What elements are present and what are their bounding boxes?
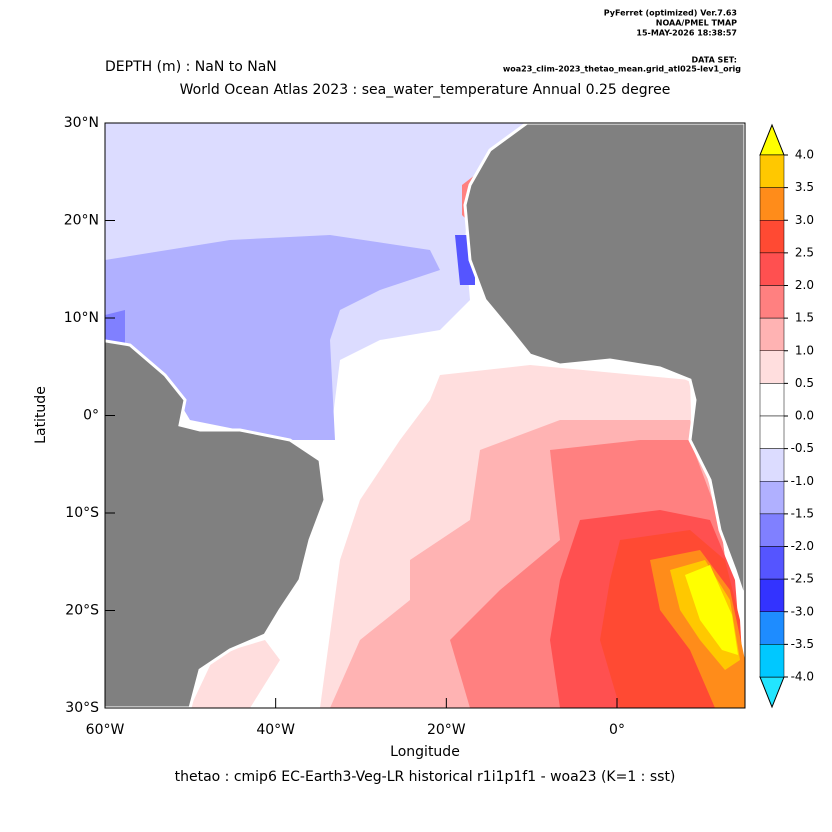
colorbar-segment [759, 383, 785, 417]
field-region [685, 565, 738, 655]
colorbar-under [759, 676, 785, 709]
depth-label: DEPTH (m) : NaN to NaN [105, 59, 277, 75]
header-line: NOAA/PMEL TMAP [656, 19, 737, 28]
colorbar-segment [759, 252, 785, 286]
dataset: woa23_clim-2023_thetao_mean.grid_atl025-… [503, 65, 741, 74]
x-tick-label: 60°W [86, 722, 125, 738]
colorbar-segment [759, 154, 785, 188]
dataset-label: DATA SET: [692, 56, 737, 65]
colorbar-segment [759, 513, 785, 547]
chart-title: World Ocean Atlas 2023 : sea_water_tempe… [180, 82, 671, 98]
colorbar-over [759, 123, 785, 156]
colorbar-label: 4.0 [795, 148, 814, 162]
header-line: PyFerret (optimized) Ver.7.63 [604, 9, 737, 18]
colorbar-segment [759, 187, 785, 221]
colorbar-label: 2.0 [795, 278, 814, 292]
x-tick-label: 0° [609, 722, 625, 738]
colorbar-label: 3.0 [795, 213, 814, 227]
header-line: 15-MAY-2026 18:38:57 [636, 29, 737, 38]
land-africa [463, 123, 745, 601]
colorbar-segment [759, 317, 785, 351]
y-axis-label: Latitude [33, 386, 49, 444]
colorbar-label: -3.0 [791, 604, 814, 618]
x-axis-label: Longitude [390, 744, 460, 760]
y-tick-label: 0° [83, 408, 99, 424]
y-tick-label: 10°S [65, 505, 99, 521]
colorbar-label: -2.5 [791, 572, 814, 586]
y-tick-label: 10°N [64, 310, 99, 326]
field-region [105, 235, 440, 440]
colorbar-segment [759, 415, 785, 449]
x-tick-label: 20°W [427, 722, 466, 738]
land-south-america [105, 339, 327, 708]
field-region [190, 640, 280, 708]
colorbar-label: 2.5 [795, 245, 814, 259]
y-tick-label: 30°N [64, 115, 99, 131]
colorbar-label: 1.5 [795, 311, 814, 325]
colorbar-segment [759, 350, 785, 384]
colorbar-label: -1.5 [791, 506, 814, 520]
colorbar-label: 0.0 [795, 409, 814, 423]
colorbar-segment [759, 546, 785, 580]
colorbar-segment [759, 611, 785, 645]
colorbar: 4.0 3.5 3.0 2.5 2.0 1.5 1.0 0.5 0.0 -0.5 -1.0 -1.5 -… [759, 123, 814, 709]
colorbar-segment [759, 578, 785, 612]
x-tick-label: 40°W [256, 722, 295, 738]
colorbar-segment [759, 644, 785, 678]
colorbar-segment [759, 448, 785, 482]
colorbar-label: -3.5 [791, 637, 814, 651]
y-tick-label: 30°S [65, 700, 99, 716]
colorbar-label: 1.0 [795, 343, 814, 357]
colorbar-label: -1.0 [791, 474, 814, 488]
colorbar-label: -2.0 [791, 539, 814, 553]
field-region [105, 310, 125, 345]
footer: thetao : cmip6 EC-Earth3-Veg-LR historic… [175, 769, 676, 785]
colorbar-segment [759, 285, 785, 319]
colorbar-label: 0.5 [795, 376, 814, 390]
colorbar-segment [759, 220, 785, 254]
colorbar-label: -0.5 [791, 441, 814, 455]
y-tick-label: 20°N [64, 213, 99, 229]
colorbar-segment [759, 481, 785, 515]
field [105, 123, 745, 708]
colorbar-label: 3.5 [795, 180, 814, 194]
axes: 60°W 40°W 20°W 0° 30°N 20°N 10°N 0° 10°S 20°S 30°S [64, 115, 625, 738]
colorbar-label: -4.0 [791, 670, 814, 684]
y-tick-label: 20°S [65, 603, 99, 619]
